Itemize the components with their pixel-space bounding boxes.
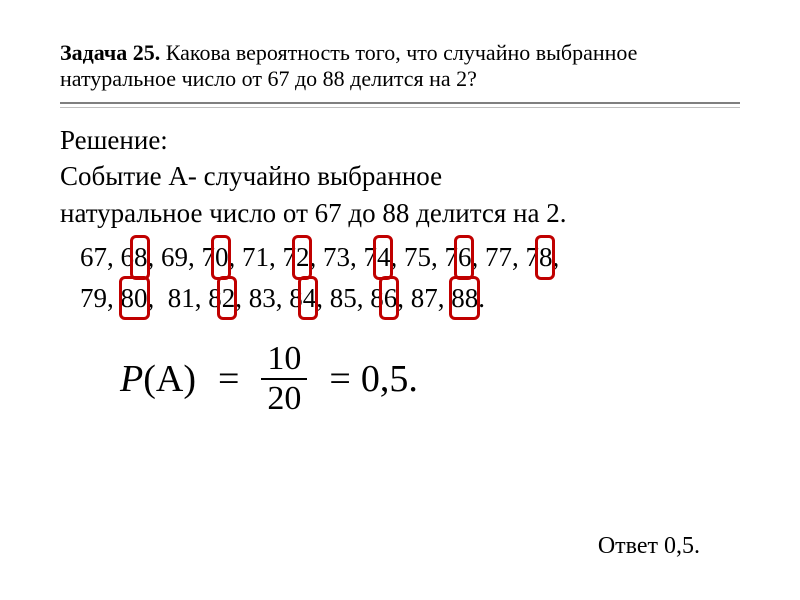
number-68: 68 [121, 237, 148, 278]
number-83: 83 [249, 278, 276, 319]
slide: Задача 25. Какова вероятность того, что … [0, 0, 800, 600]
number-71: 71 [242, 237, 269, 278]
gap [161, 283, 168, 313]
number-69: 69 [161, 237, 188, 278]
separator: , [316, 283, 330, 313]
number-73: 73 [323, 237, 350, 278]
task-label: Задача 25. [60, 40, 160, 65]
formula-lhs: P(A) [120, 357, 196, 401]
formula-fraction: 10 20 [261, 340, 307, 417]
separator: , [431, 242, 445, 272]
number-81: 81 [168, 278, 195, 319]
separator: , [350, 242, 364, 272]
separator: , [107, 283, 121, 313]
number-84: 84 [289, 278, 316, 319]
separator: , [107, 242, 121, 272]
formula-arg: (A) [143, 358, 196, 400]
separator: . [478, 283, 485, 313]
separator: , [391, 242, 405, 272]
number-77: 77 [485, 237, 512, 278]
separator: , [357, 283, 371, 313]
number-67: 67 [80, 237, 107, 278]
separator: , [148, 283, 162, 313]
number-82: 82 [208, 278, 235, 319]
number-74: 74 [364, 237, 391, 278]
solution-body: Решение: Событие А- случайно выбранное н… [60, 122, 740, 231]
separator: , [229, 242, 243, 272]
number-88: 88 [451, 278, 478, 319]
separator: , [438, 283, 452, 313]
rule-top [60, 102, 740, 104]
number-76: 76 [445, 237, 472, 278]
task-title-block: Задача 25. Какова вероятность того, что … [60, 40, 740, 92]
solution-heading: Решение: [60, 122, 740, 158]
answer-text: Ответ 0,5. [598, 533, 700, 560]
number-79: 79 [80, 278, 107, 319]
separator: , [512, 242, 526, 272]
formula-numer: 10 [261, 340, 307, 377]
title-rule [60, 102, 740, 108]
rule-bottom [60, 107, 740, 108]
separator: , [553, 242, 560, 272]
number-87: 87 [411, 278, 438, 319]
formula-P: P [120, 358, 143, 400]
number-85: 85 [330, 278, 357, 319]
number-80: 80 [121, 278, 148, 319]
separator: , [269, 242, 283, 272]
number-78: 78 [526, 237, 553, 278]
separator: , [235, 283, 249, 313]
number-70: 70 [202, 237, 229, 278]
number-72: 72 [283, 237, 310, 278]
number-86: 86 [370, 278, 397, 319]
number-75: 75 [404, 237, 431, 278]
separator: , [310, 242, 324, 272]
formula-result: 0,5. [361, 357, 418, 401]
numbers-row-1: 67, 68, 69, 70, 71, 72, 73, 74, 75, 76, … [80, 237, 740, 278]
formula: P(A) = 10 20 = 0,5. [60, 340, 740, 417]
numbers-row-2: 79, 80, 81, 82, 83, 84, 85, 86, 87, 88. [80, 278, 740, 319]
formula-eq1: = [218, 357, 239, 401]
separator: , [188, 242, 202, 272]
separator: , [148, 242, 162, 272]
separator: , [397, 283, 411, 313]
formula-denom: 20 [261, 380, 307, 417]
event-line-1: Событие А- случайно выбранное [60, 158, 740, 194]
separator: , [276, 283, 290, 313]
separator: , [472, 242, 486, 272]
numbers-block: 67, 68, 69, 70, 71, 72, 73, 74, 75, 76, … [60, 237, 740, 318]
formula-eq2: = [329, 357, 350, 401]
event-line-2: натуральное число от 67 до 88 делится на… [60, 195, 740, 231]
separator: , [195, 283, 209, 313]
